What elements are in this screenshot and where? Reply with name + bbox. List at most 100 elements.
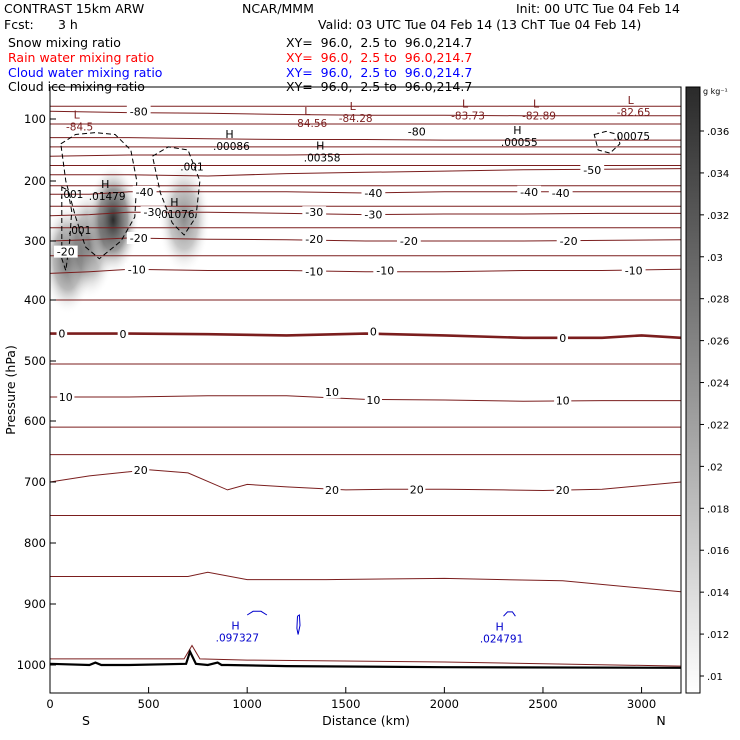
valid-time: Valid: 03 UTC Tue 04 Feb 14 (13 ChT Tue … [318,17,642,32]
y-tick-label-800: 800 [24,536,46,550]
isotherm-label-text: -10 [625,265,643,278]
isotherm-label--80-1: -80 [404,125,429,138]
isotherm-label-bg [404,125,429,138]
ice-contour-0 [60,132,138,260]
ice-contour-label-2: .001 [180,161,203,173]
field-cloudwater-label: Cloud water mixing ratio [8,65,163,80]
isotherm-label--20-0: -20 [53,245,78,259]
extremum-symbol: H [513,124,521,137]
extremum-value: -82.65 [617,107,651,119]
init-time: Init: 00 UTC Tue 04 Feb 14 [516,1,681,16]
isotherm-label-bg [408,483,426,496]
y-tick-label-500: 500 [24,354,46,368]
isotherm-line--60 [50,153,681,157]
x-tick-label-2500: 2500 [528,697,557,711]
isotherm-label-text: -40 [136,186,154,199]
contour-labels: -80 -80 -50 -40 -40 -40 -40 -30 -30 -30 -20 -20 -20 -… [53,105,650,497]
y-axis-title: Pressure (hPa) [3,345,18,435]
field-rain-xy: XY= 96.0, 2.5 to 96.0,214.7 [286,50,473,65]
isotherm-label-10-1: 10 [323,386,341,399]
pressure-level-lines [50,105,681,667]
colorbar-tick-label-5: .026 [707,337,729,348]
isotherm-label-bg [557,331,568,344]
y-tick-label-700: 700 [24,475,46,489]
isotherm-label-text: -20 [57,246,75,259]
org-label: NCAR/MMM [242,1,314,16]
isotherm-label-20-3: 20 [554,483,572,497]
ice-contour-label-3: .00075 [613,131,650,143]
snow-blob-2 [87,164,140,276]
isotherm-label--20-3: -20 [396,235,421,248]
isotherm-label-bg [56,327,68,340]
y-tick-label-600: 600 [24,414,46,428]
extremum-value: .01076 [158,209,195,221]
isotherm-label-bg [548,187,573,199]
extremum-symbol: L [533,98,540,111]
surface-pressure-line [50,648,681,669]
cloud-water-contour-1 [296,614,301,635]
cloud-water-contour-2 [503,611,516,617]
colorbar-gradient [685,86,701,694]
extremum-symbol: H [225,128,233,141]
colorbar-tick-label-0: .036 [707,127,729,138]
isotherm-label-text: -30 [364,209,382,222]
isotherm-label-bg [323,483,341,496]
colorbar-tick-label-9: .018 [707,504,729,515]
isotherm-line--80 [50,110,681,117]
isotherm-label-0-2: 0 [368,325,379,339]
isotherm-line--50 [50,168,681,177]
isotherm-label-text: -10 [128,263,146,276]
extremum-value: .01479 [89,191,126,203]
colorbar-tick-label-8: .02 [707,462,723,473]
extremum-L-1: L-84.56 [293,105,327,130]
extremum-H-9: H.01479 [89,178,126,203]
isotherm-line--70 [50,137,681,141]
cloud-water-max-symbol: H [231,619,239,632]
isotherm-label-text: 20 [556,484,570,497]
y-tick-label-100: 100 [24,112,46,126]
surface-line [50,648,681,669]
extremum-L-2: L-84.28 [339,100,373,125]
extrema-annotations: L-84.5L-84.56L-84.28L-83.73L-82.89L-82.6… [66,94,651,646]
cloud-water-max-symbol: H [496,621,504,634]
extremum-symbol: L [304,105,311,118]
forecast-label: Fcst: [4,17,34,32]
isotherm-label--80-0: -80 [126,105,151,118]
isotherm-label-10-0: 10 [57,391,75,404]
extremum-value: -82.89 [522,111,556,123]
cloud-water-max-value: .097327 [216,632,259,644]
x-tick-label-3000: 3000 [627,697,656,711]
ice-contour-label-1: .001 [68,225,91,237]
isotherm-label-bg [323,386,341,399]
isotherm-label--20-1: -20 [126,232,151,245]
isotherm-label-text: 20 [325,484,339,497]
field-cloudwater-xy: XY= 96.0, 2.5 to 96.0,214.7 [286,65,473,80]
y-tick-label-400: 400 [24,293,46,307]
cloud-water-contours [246,610,516,635]
colorbar-tick-label-4: .028 [707,295,729,306]
isotherm-label-text: 20 [410,483,424,496]
isotherm-line-20 [50,469,681,492]
isotherm-label-text: -80 [408,125,426,138]
colorbar-tick-label-7: .022 [707,420,729,431]
colorbar-tick-label-10: .016 [707,546,729,557]
isotherm-label--20-2: -20 [302,233,327,246]
north-label: N [656,713,665,728]
colorbar-tick-label-3: .03 [707,253,723,264]
x-tick-label-2000: 2000 [430,697,459,711]
isotherm-label-bg [126,105,151,118]
isotherm-label-20-0: 20 [132,463,150,477]
extremum-value: -84.56 [293,118,327,130]
isotherm-label--40-0: -40 [132,185,157,199]
isotherm-label-text: -30 [305,206,323,219]
isotherm-label--10-1: -10 [302,265,327,279]
forecast-hours: 3 h [58,17,78,32]
isotherm-label--50-0: -50 [580,163,605,177]
isotherm-label--10-2: -10 [373,264,398,278]
extremum-L-0: L-84.5 [66,108,93,133]
extremum-value: -84.5 [66,121,93,133]
isotherm-label-bg [302,233,327,246]
x-tick-label-1000: 1000 [233,697,262,711]
field-rain-label: Rain water mixing ratio [8,50,155,65]
cloud-water-contour-0 [246,610,268,616]
